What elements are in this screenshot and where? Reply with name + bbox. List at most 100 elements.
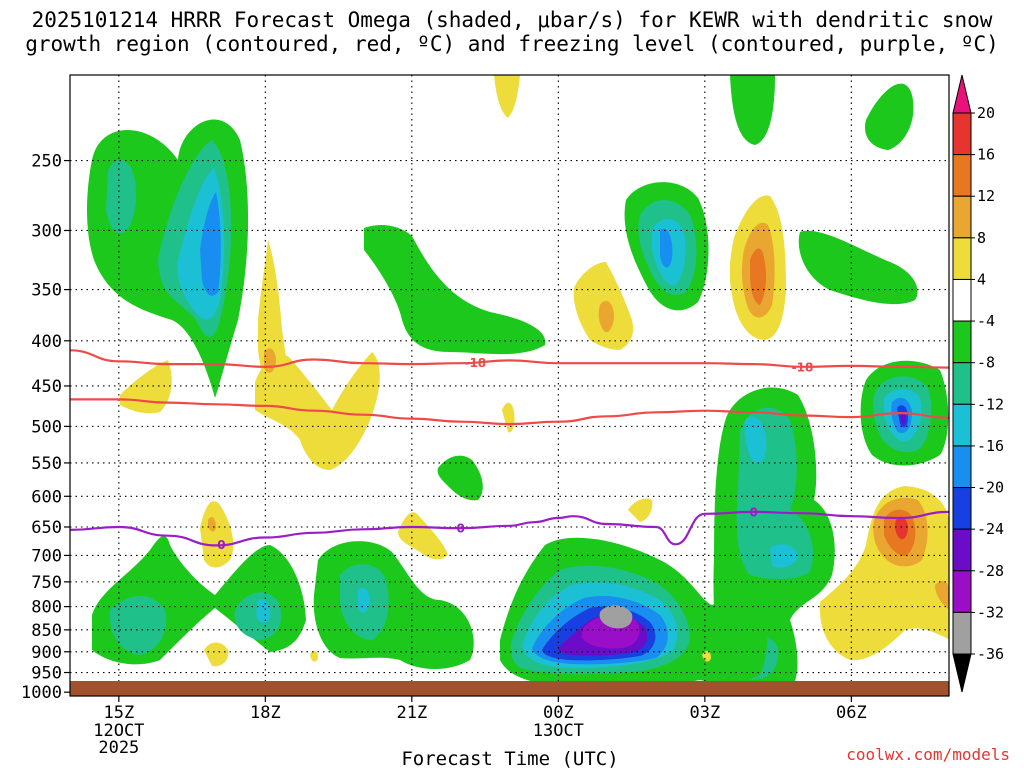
colorbar-label-7: -12 (977, 395, 1004, 413)
colorbar-band-3 (952, 237, 972, 280)
omega-region-right-column-16 (744, 416, 798, 568)
colorbar-label-8: -16 (977, 437, 1004, 455)
x-tick-label-06Z: 06Z (836, 703, 867, 723)
contour-lines (70, 349, 949, 547)
colorbar-band-12 (952, 611, 972, 655)
omega-down-right-edge (935, 581, 949, 610)
omega-down-small-2 (398, 512, 448, 560)
y-tick-label-500: 500 (31, 417, 62, 437)
omega-region-upper-left-20 (200, 192, 221, 296)
omega-down-small-5 (310, 650, 318, 662)
y-tick-label-750: 750 (31, 573, 62, 593)
y-axis-pressure: 2503003504004505005506006507007508008509… (21, 152, 70, 703)
y-tick-label-950: 950 (31, 664, 62, 684)
contour-labels: -18 -18 0 0 0 (217, 356, 814, 552)
credit-text: coolwx.com/models (846, 745, 1010, 764)
omega-down-right-column-12 (750, 248, 767, 305)
chart-grid (70, 75, 949, 696)
contour-label-dgz-top-0: -18 (464, 356, 486, 370)
x-tick-label-15Z: 15Z (103, 703, 134, 723)
colorbar-label-9: -20 (977, 479, 1004, 497)
colorbar-band-5 (952, 320, 972, 364)
contour-label-freezing-level-0: 0 (217, 538, 225, 552)
omega-shaded-field (87, 75, 949, 690)
colorbar-band-10 (952, 528, 972, 572)
omega-region-right-blob-28 (900, 412, 906, 425)
omega-region-small-green (437, 455, 483, 501)
colorbar-label-13: -36 (977, 645, 1004, 663)
x-tick-label-21Z: 21Z (396, 703, 427, 723)
colorbar-label-4: 4 (977, 270, 986, 288)
colorbar-band-4 (952, 278, 972, 322)
y-tick-label-650: 650 (31, 518, 62, 538)
colorbar-band-7 (952, 403, 972, 447)
contour-label-freezing-level-1: 0 (456, 522, 464, 536)
chart-title-line-2: growth region (contoured, red, ºC) and f… (25, 32, 999, 56)
contour-dgz-bottom (70, 398, 949, 426)
x-tick-label-03Z: 03Z (689, 703, 720, 723)
colorbar-label-10: -24 (977, 520, 1004, 538)
y-tick-label-600: 600 (31, 487, 62, 507)
colorbar-label-3: 8 (977, 229, 986, 247)
y-tick-label-1000: 1000 (21, 683, 62, 703)
x-axis-title: Forecast Time (UTC) (401, 748, 618, 768)
colorbar-label-6: -8 (977, 354, 995, 372)
colorbar-label-5: -4 (977, 312, 995, 330)
colorbar-band-6 (952, 362, 972, 405)
x-tick-date-12OCT: 12OCT (93, 721, 144, 741)
colorbar-band-8 (952, 445, 972, 489)
colorbar-label-12: -32 (977, 603, 1004, 621)
chart-title-line-1: 2025101214 HRRR Forecast Omega (shaded, … (31, 8, 993, 32)
omega-down-small-4 (502, 402, 515, 433)
x-tick-date-13OCT: 13OCT (533, 721, 584, 741)
omega-down-small-7 (702, 650, 711, 662)
colorbar-band-0 (952, 112, 972, 156)
colorbar-label-0: 20 (977, 104, 995, 122)
omega-region-top-center (730, 75, 775, 145)
colorbar-label-1: 16 (977, 146, 995, 164)
y-tick-label-900: 900 (31, 643, 62, 663)
contour-dgz-top (70, 349, 949, 369)
y-tick-label-800: 800 (31, 598, 62, 618)
x-tick-label-00Z: 00Z (543, 703, 574, 723)
omega-down-small-6 (628, 498, 653, 522)
surface-terrain-bar (70, 681, 949, 696)
contour-freezing-level (70, 510, 949, 547)
omega-region-right-column-12 (733, 407, 814, 680)
omega-region-top-right-small (864, 83, 914, 150)
colorbar-bottom-triangle (952, 653, 972, 693)
omega-down-left-small (120, 360, 172, 414)
omega-down-small-3 (204, 642, 229, 667)
omega-down-top-center (494, 75, 520, 118)
colorbar-label-11: -28 (977, 562, 1004, 580)
omega-down-right-lower-16 (895, 516, 908, 540)
omega-down-center-8 (598, 300, 614, 333)
omega-down-small-1 (200, 501, 234, 568)
contour-label-freezing-level-2: 0 (749, 505, 757, 519)
colorbar-band-2 (952, 195, 972, 239)
omega-region-center-right-20 (660, 228, 673, 268)
y-tick-label-300: 300 (31, 221, 62, 241)
colorbar-band-9 (952, 487, 972, 530)
omega-region-lower-center-36 (599, 605, 633, 629)
colorbar-band-1 (952, 154, 972, 197)
omega-down-small-1-8 (208, 517, 216, 532)
y-tick-label-850: 850 (31, 621, 62, 641)
y-tick-label-550: 550 (31, 454, 62, 474)
y-tick-label-250: 250 (31, 152, 62, 172)
contour-label-dgz-top-1: -18 (792, 360, 814, 374)
omega-region-right-mid (798, 230, 918, 305)
x-tick-year-2025: 2025 (98, 738, 139, 758)
colorbar: 20 16 12 8 4 -4 -8 -12 -16 -20 -24 -28 -32 -36 (952, 74, 1004, 693)
colorbar-band-11 (952, 570, 972, 613)
y-tick-label-350: 350 (31, 281, 62, 301)
omega-region-lower-mid-left (313, 541, 474, 669)
omega-region-lower-left-16 (256, 599, 271, 623)
colorbar-label-2: 12 (977, 187, 995, 205)
omega-region-center-top (364, 224, 546, 355)
x-tick-label-18Z: 18Z (250, 703, 281, 723)
omega-region-lower-left-12 (109, 592, 282, 655)
y-tick-label-400: 400 (31, 332, 62, 352)
